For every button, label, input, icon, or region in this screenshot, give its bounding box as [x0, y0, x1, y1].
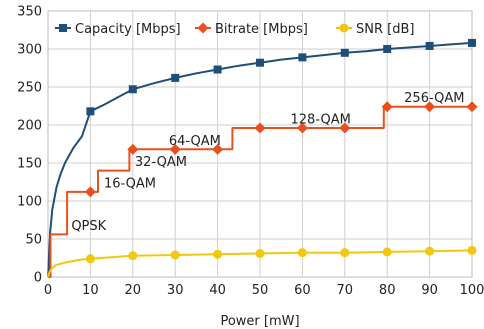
data-point-1: [254, 122, 266, 134]
data-point-2: [340, 248, 350, 258]
data-point-2: [213, 249, 223, 259]
grid: [47, 10, 473, 278]
series-line-2: [47, 249, 473, 278]
x-tick-label: 20: [125, 283, 142, 298]
x-tick-label: 40: [209, 283, 226, 298]
x-tick-label: 0: [44, 283, 52, 298]
x-tick-label: 90: [421, 283, 438, 298]
data-point-2: [128, 251, 138, 261]
x-tick-label: 80: [379, 283, 396, 298]
y-tick-label: 300: [17, 43, 42, 58]
annotations: QPSK 16-QAM 32-QAM 64-QAM 128-QAM 256-QAM: [71, 91, 464, 234]
data-point-0: [256, 58, 264, 67]
legend-label: Capacity [Mbps]: [75, 22, 181, 37]
data-point-1: [127, 143, 139, 155]
legend-marker: [339, 23, 349, 33]
annotation-label: 32-QAM: [135, 155, 187, 170]
data-point-0: [383, 45, 392, 53]
legend: Capacity [Mbps] Bitrate [Mbps] SNR [dB]: [55, 22, 414, 37]
data-point-1: [381, 101, 393, 113]
plot-frame: [47, 10, 473, 278]
legend-label: Bitrate [Mbps]: [215, 22, 308, 37]
series-line-1: [48, 105, 472, 278]
x-tick-label: 100: [460, 283, 484, 298]
data-point-0: [425, 41, 434, 50]
annotation-label: 256-QAM: [404, 91, 464, 106]
y-ticks: 0 50 100 150 200 250 300 350: [17, 5, 42, 286]
data-point-2: [297, 248, 307, 258]
y-tick-label: 150: [17, 157, 42, 172]
x-tick-label: 10: [82, 283, 99, 298]
legend-marker: [59, 24, 67, 32]
y-tick-label: 100: [17, 195, 42, 210]
legend-label: SNR [dB]: [356, 22, 414, 37]
x-tick-label: 70: [337, 283, 354, 298]
x-axis-label: Power [mW]: [220, 314, 299, 329]
data-point-0: [298, 53, 307, 62]
y-tick-label: 350: [17, 5, 42, 20]
legend-marker: [197, 22, 209, 34]
data-point-1: [466, 101, 478, 113]
x-tick-label: 60: [294, 283, 311, 298]
x-tick-label: 50: [252, 283, 269, 298]
data-point-1: [296, 122, 308, 134]
annotation-label: 128-QAM: [291, 112, 351, 127]
data-point-2: [382, 247, 392, 257]
y-tick-label: 200: [17, 119, 42, 134]
y-tick-label: 50: [25, 233, 42, 248]
data-point-1: [84, 186, 96, 198]
y-tick-label: 0: [34, 271, 42, 286]
data-point-0: [213, 65, 222, 74]
series-line-0: [47, 41, 473, 278]
annotation-label: 16-QAM: [104, 176, 156, 191]
data-point-0: [340, 48, 349, 57]
data-point-0: [468, 38, 476, 47]
annotation-label: QPSK: [71, 219, 106, 234]
x-tick-label: 30: [167, 283, 184, 298]
series-lines: [47, 41, 473, 278]
series-markers: [84, 38, 478, 264]
data-point-2: [255, 248, 265, 258]
data-point-2: [467, 245, 477, 255]
data-point-2: [425, 246, 435, 256]
data-point-0: [86, 107, 95, 116]
data-point-2: [85, 254, 95, 264]
data-point-1: [169, 143, 181, 155]
data-point-2: [170, 250, 180, 260]
data-point-1: [212, 143, 224, 155]
annotation-label: 64-QAM: [169, 134, 221, 149]
data-point-0: [128, 85, 137, 94]
data-point-1: [339, 122, 351, 134]
data-point-0: [171, 73, 180, 82]
x-ticks: 0 10 20 30 40 50 60 70 80 90 100: [44, 283, 484, 298]
y-tick-label: 250: [17, 81, 42, 96]
data-point-1: [424, 101, 436, 113]
